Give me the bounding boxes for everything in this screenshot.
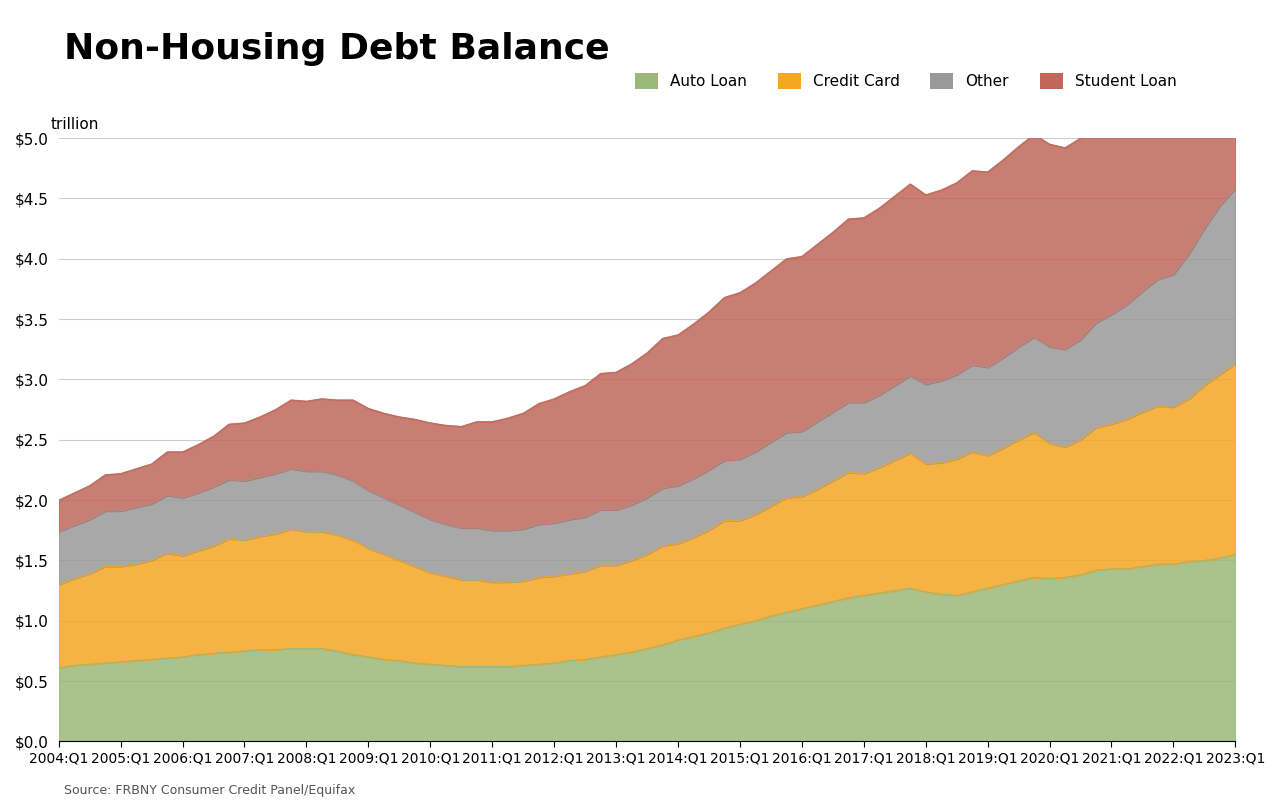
- Text: trillion: trillion: [51, 117, 100, 132]
- Legend: Auto Loan, Credit Card, Other, Student Loan: Auto Loan, Credit Card, Other, Student L…: [635, 73, 1176, 89]
- Text: Non-Housing Debt Balance: Non-Housing Debt Balance: [64, 32, 609, 66]
- Text: Source: FRBNY Consumer Credit Panel/Equifax: Source: FRBNY Consumer Credit Panel/Equi…: [64, 784, 356, 797]
